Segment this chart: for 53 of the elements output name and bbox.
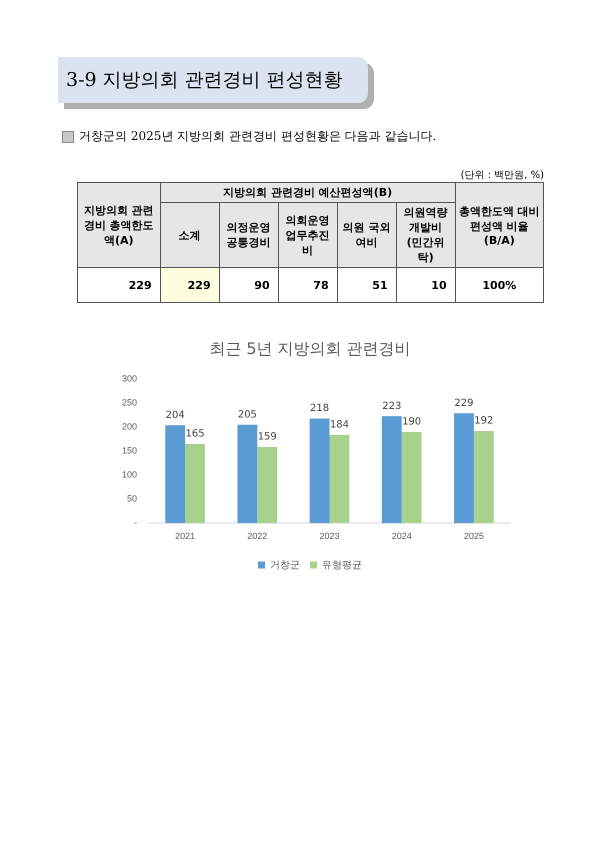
text: 90 bbox=[219, 268, 278, 302]
text: 거창군의 2025년 지방의회 관련경비 편성현황은 다음과 같습니다. bbox=[79, 128, 436, 145]
text: 지방의회 관련경비 예산편성액(B) bbox=[160, 182, 456, 202]
data-label: 204 bbox=[166, 410, 185, 421]
legend-label: 유형평균 bbox=[322, 560, 362, 571]
data-label: 229 bbox=[454, 398, 474, 409]
text: 229 bbox=[160, 268, 220, 302]
bar bbox=[310, 418, 330, 524]
x-tick-label: 2024 bbox=[392, 531, 412, 542]
data-label: 218 bbox=[310, 403, 330, 414]
x-tick-label: 2025 bbox=[464, 531, 484, 542]
y-tick-label: 100 bbox=[122, 470, 138, 480]
bar bbox=[474, 431, 494, 524]
bar bbox=[330, 434, 350, 524]
text: 의회운영 업무추진비 bbox=[278, 202, 338, 268]
y-tick-label: 300 bbox=[122, 374, 138, 384]
legend-label: 거창군 bbox=[270, 560, 300, 571]
text: 의원 국외여비 bbox=[337, 202, 396, 268]
y-tick-label: 50 bbox=[127, 494, 138, 504]
bar bbox=[185, 444, 205, 524]
bar bbox=[257, 446, 278, 524]
y-tick-label: 250 bbox=[122, 398, 138, 408]
data-label: 159 bbox=[258, 431, 277, 442]
chart-title: 최근 5년 지방의회 관련경비 bbox=[209, 338, 411, 358]
text: 100% bbox=[455, 268, 544, 302]
text: 10 bbox=[396, 268, 456, 302]
text: 의원역량 개발비 (민간위탁) bbox=[396, 202, 456, 268]
x-tick-label: 2023 bbox=[319, 531, 340, 542]
bar bbox=[165, 425, 186, 524]
text: 의정운영 공통경비 bbox=[219, 202, 278, 268]
text: 78 bbox=[278, 268, 338, 302]
text: 3-9 지방의회 관련경비 편성현황 bbox=[58, 57, 368, 103]
x-tick-label: 2021 bbox=[175, 531, 196, 542]
x-tick-label: 2022 bbox=[247, 531, 268, 542]
data-label: 205 bbox=[238, 409, 257, 420]
text: 51 bbox=[337, 268, 396, 302]
y-tick-label: - bbox=[134, 518, 138, 528]
bar bbox=[237, 424, 258, 524]
data-label: 223 bbox=[382, 400, 402, 412]
text: (단위 : 백만원, %) bbox=[460, 169, 544, 182]
bar bbox=[382, 416, 402, 524]
bar bbox=[454, 413, 474, 524]
text: 총액한도액 대비 편성액 비율(B/A) bbox=[455, 182, 544, 268]
y-tick-label: 150 bbox=[122, 446, 138, 456]
data-label: 190 bbox=[402, 416, 422, 428]
data-label: 184 bbox=[330, 419, 349, 430]
y-tick-label: 200 bbox=[122, 422, 138, 432]
text: 지방의회 관련경비 총액한도액(A) bbox=[78, 182, 160, 268]
data-label: 165 bbox=[185, 428, 205, 440]
data-label: 192 bbox=[474, 416, 494, 427]
text: 229 bbox=[78, 268, 160, 302]
bar bbox=[402, 432, 422, 524]
text: 소계 bbox=[160, 202, 220, 268]
